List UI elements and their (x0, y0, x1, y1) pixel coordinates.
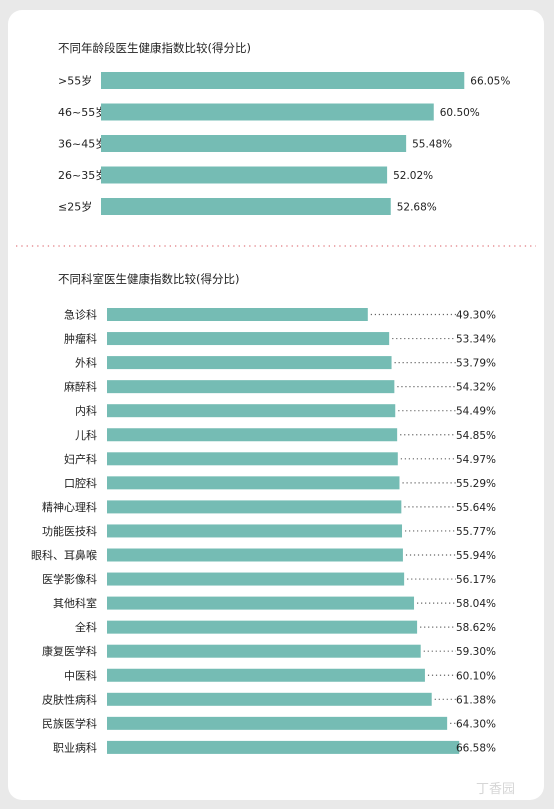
bar (107, 308, 368, 321)
value-label: 60.50% (440, 107, 480, 119)
value-label: 52.02% (393, 170, 433, 182)
category-label: 眼科、耳鼻喉 (31, 548, 97, 562)
category-label: 肿瘤科 (64, 332, 97, 346)
chart-canvas: 不同年龄段医生健康指数比较(得分比) >55岁 66.05% 46~55岁 60.50%… (16, 41, 536, 797)
bar (107, 476, 400, 490)
bar (107, 572, 405, 586)
category-label: 其他科室 (53, 596, 97, 610)
value-label: 55.94% (456, 550, 496, 562)
category-label: 妇产科 (64, 452, 97, 466)
bar (107, 380, 395, 394)
department-chart: 不同科室医生健康指数比较(得分比) 急诊科 49.30% 肿瘤科 53.34% 外科 53.… (31, 272, 496, 754)
category-label: 康复医学科 (42, 644, 97, 658)
category-label: 精神心理科 (42, 500, 97, 514)
chart-title: 不同年龄段医生健康指数比较(得分比) (58, 41, 251, 55)
value-label: 55.29% (456, 478, 496, 490)
bar (107, 524, 403, 538)
category-label: 麻醉科 (64, 380, 97, 394)
bar (107, 332, 390, 346)
value-label: 66.58% (456, 742, 496, 754)
value-label: 53.34% (456, 334, 496, 346)
bar (107, 668, 425, 682)
watermark-text: 丁香园 (476, 782, 515, 797)
bar (107, 548, 403, 562)
category-label: 46~55岁 (58, 105, 106, 119)
value-label: 53.79% (456, 358, 496, 370)
category-label: ≤25岁 (58, 200, 92, 214)
category-label: 中医科 (64, 668, 97, 682)
chart-card: 不同年龄段医生健康指数比较(得分比) >55岁 66.05% 46~55岁 60.50%… (8, 10, 544, 800)
value-label: 54.49% (456, 406, 496, 418)
value-label: 52.68% (397, 202, 437, 214)
bar (107, 620, 418, 634)
value-label: 66.05% (470, 76, 510, 88)
chart-title: 不同科室医生健康指数比较(得分比) (58, 272, 239, 286)
bar (107, 644, 421, 658)
category-label: 36~45岁 (58, 137, 106, 151)
category-label: >55岁 (58, 74, 92, 88)
value-label: 58.62% (456, 622, 496, 634)
category-label: 民族医学科 (42, 716, 97, 730)
bar (107, 692, 432, 706)
value-label: 60.10% (456, 670, 496, 682)
bar (107, 716, 448, 730)
category-label: 口腔科 (64, 476, 97, 490)
bar (101, 135, 407, 152)
value-label: 55.77% (456, 526, 496, 538)
category-label: 内科 (75, 404, 97, 418)
value-label: 55.64% (456, 502, 496, 514)
bar (107, 404, 396, 418)
value-label: 59.30% (456, 646, 496, 658)
category-label: 职业病科 (53, 740, 97, 754)
bar (107, 740, 460, 754)
bar (107, 428, 398, 442)
value-label: 61.38% (456, 694, 496, 706)
bar (107, 452, 398, 466)
category-label: 功能医技科 (42, 524, 97, 538)
bar (107, 596, 415, 610)
bar (101, 103, 434, 121)
bar (101, 198, 391, 215)
category-label: 医学影像科 (42, 572, 97, 586)
category-label: 急诊科 (64, 308, 97, 322)
bar (101, 72, 465, 89)
value-label: 58.04% (456, 598, 496, 610)
value-label: 54.97% (456, 454, 496, 466)
value-label: 49.30% (456, 310, 496, 322)
age-chart: 不同年龄段医生健康指数比较(得分比) >55岁 66.05% 46~55岁 60.50%… (58, 41, 510, 215)
category-label: 儿科 (75, 428, 97, 442)
bar (107, 500, 402, 514)
value-label: 55.48% (412, 139, 452, 151)
category-label: 26~35岁 (58, 168, 106, 182)
bar (101, 166, 388, 184)
category-label: 皮肤性病科 (42, 692, 97, 706)
value-label: 56.17% (456, 574, 496, 586)
value-label: 54.32% (456, 382, 496, 394)
category-label: 全科 (75, 620, 97, 634)
value-label: 54.85% (456, 430, 496, 442)
bar (107, 356, 392, 370)
value-label: 64.30% (456, 718, 496, 730)
category-label: 外科 (75, 356, 97, 370)
